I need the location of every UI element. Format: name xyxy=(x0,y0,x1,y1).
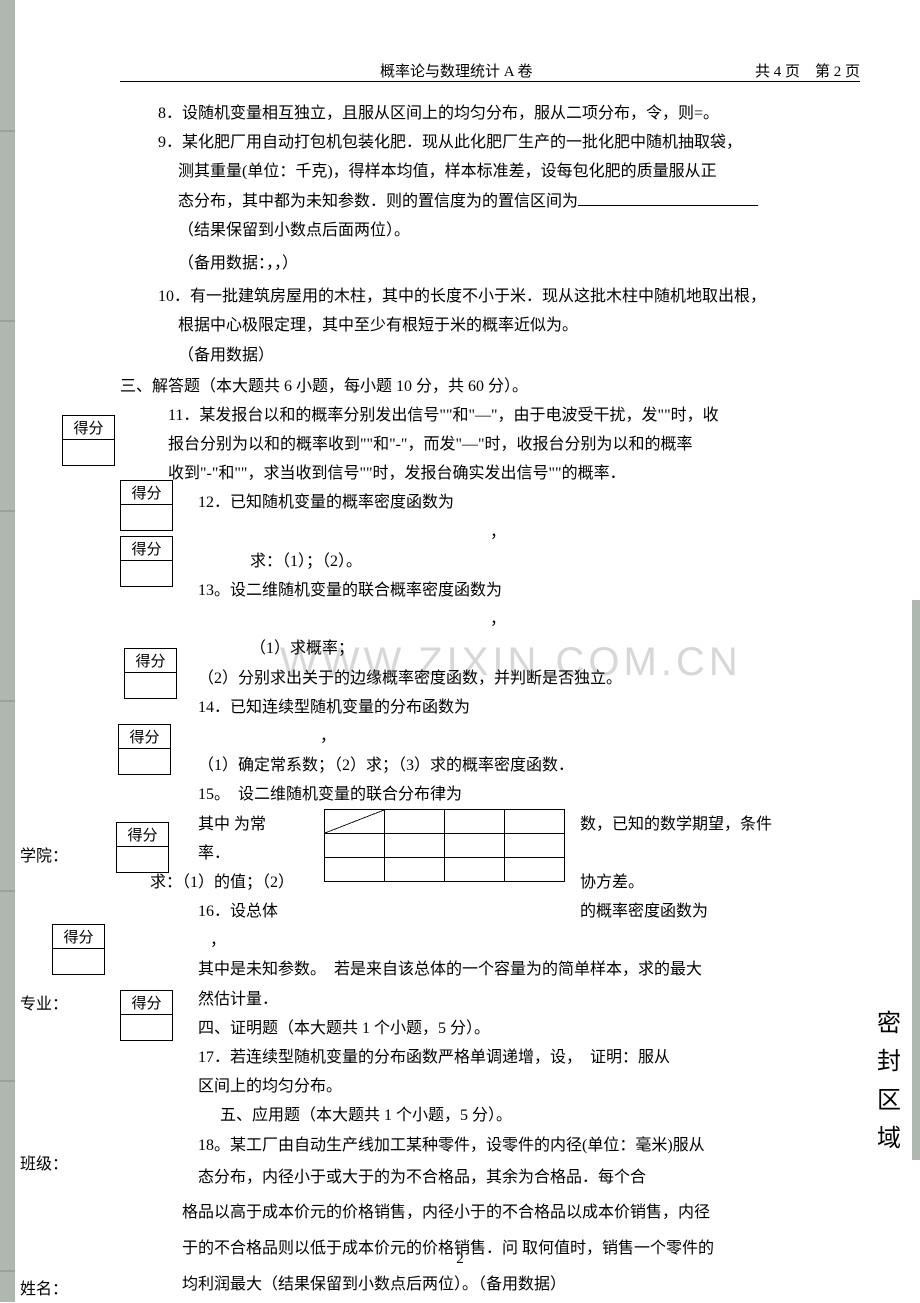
question-15-line2: 其中 为常 数，已知的数学期望，条件 xyxy=(120,811,840,838)
question-11-line2: 报台分别为以和的概率收到""和"-"，而发"—"时，收报台分别为以和的概率 xyxy=(120,431,840,458)
label-class: 班级： xyxy=(20,1150,68,1174)
page-header: 概率论与数理统计 A 卷 共 4 页 第 2 页 xyxy=(120,60,860,82)
question-9-line3-text: 态分布，其中都为未知参数．则的置信度为的置信区间为 xyxy=(178,193,578,210)
table-cell xyxy=(385,833,445,857)
question-13-line1: 13。设二维随机变量的联合概率密度函数为 xyxy=(120,577,840,604)
question-18-line1: 18。某工厂由自动生产线加工某种零件，设零件的内径(单位：毫米)服从 xyxy=(120,1132,840,1159)
question-16-comma: ， xyxy=(120,927,840,954)
section-4-title: 四、证明题（本大题共 1 个小题，5 分）。 xyxy=(120,1015,840,1042)
blank-underline[interactable] xyxy=(578,190,758,206)
label-college: 学院： xyxy=(20,842,68,866)
header-page-info: 共 4 页 第 2 页 xyxy=(755,60,860,81)
question-18-line2: 态分布，内径小于或大于的为不合格品，其余为合格品．每个合 xyxy=(120,1161,840,1195)
question-16-line1: 16．设总体 的概率密度函数为 xyxy=(120,898,840,925)
header-title: 概率论与数理统计 A 卷 xyxy=(380,60,533,81)
question-15-line2a: 其中 为常 xyxy=(198,816,266,833)
question-9-line5: （备用数据：，，） xyxy=(120,250,840,277)
question-18-line3: 格品以高于成本价元的价格销售，内径小于的不合格品以成本价销售，内径 xyxy=(120,1196,840,1230)
question-8: 8．设随机变量相互独立，且服从区间上的均匀分布，服从二项分布，令，则=。 xyxy=(120,100,840,127)
table-cell xyxy=(505,833,565,857)
seal-char: 密 xyxy=(874,1005,904,1043)
footer-page-number: 2 xyxy=(0,1251,920,1268)
score-cell[interactable] xyxy=(53,949,105,975)
question-17-line1: 17．若连续型随机变量的分布函数严格单调递增，设， 证明：服从 xyxy=(120,1044,840,1071)
question-15-line3: 求：（1）的值；（2） 协方差。 xyxy=(120,869,840,896)
score-cell[interactable] xyxy=(63,440,115,466)
question-12-line3: 求：（1）；（2）。 xyxy=(120,548,840,575)
question-17-line2: 区间上的均匀分布。 xyxy=(120,1073,840,1100)
table-header-diag xyxy=(325,809,385,833)
question-9-line1: 9．某化肥厂用自动打包机包装化肥．现从此化肥厂生产的一批化肥中随机抽取袋， xyxy=(120,129,840,156)
question-15-line3a: 求：（1）的值；（2） xyxy=(150,874,294,891)
question-9-line4: （结果保留到小数点后面两位）。 xyxy=(120,217,840,244)
question-11-line1: 11．某发报台以和的概率分别发出信号""和"—"，由于电波受干扰，发""时，收 xyxy=(120,402,840,429)
question-16-line3: 其中是未知参数。 若是来自该总体的一个容量为的简单样本，求的最大 xyxy=(120,956,840,983)
table-cell xyxy=(445,809,505,833)
question-13-line3: （1）求概率； xyxy=(120,635,840,662)
question-13-comma: ， xyxy=(120,606,840,633)
seal-char: 域 xyxy=(874,1120,904,1158)
question-14-comma: ， xyxy=(120,723,840,750)
question-10-line3: （备用数据） xyxy=(120,342,840,369)
question-12-line1: 12．已知随机变量的概率密度函数为 xyxy=(120,489,840,516)
question-12-comma: ， xyxy=(120,519,840,546)
question-9-line2: 测其重量(单位：千克)，得样本均值，样本标准差，设每包化肥的质量服从正 xyxy=(120,158,840,185)
section-3-title: 三、解答题（本大题共 6 小题，每小题 10 分，共 60 分）。 xyxy=(120,373,840,400)
score-label: 得分 xyxy=(63,416,115,440)
question-10-line2: 根据中心极限定理，其中至少有根短于米的概率近似为。 xyxy=(120,312,840,339)
question-16-line3b: 然估计量． xyxy=(120,986,840,1013)
question-16-line1a: 16．设总体 xyxy=(198,903,278,920)
left-ruler-strip xyxy=(0,0,15,1302)
score-label: 得分 xyxy=(53,925,105,949)
question-11-line3: 收到"-"和""，求当收到信号""时，发报台确实发出信号""的概率． xyxy=(120,460,840,487)
main-content: 8．设随机变量相互独立，且服从区间上的均匀分布，服从二项分布，令，则=。 9．某… xyxy=(120,100,840,1303)
table-cell xyxy=(445,833,505,857)
question-16-line1b: 的概率密度函数为 xyxy=(580,898,708,925)
question-15-line3b: 协方差。 xyxy=(580,869,644,896)
question-14-line1: 14．已知连续型随机变量的分布函数为 xyxy=(120,694,840,721)
question-10-line1: 10．有一批建筑房屋用的木柱，其中的长度不小于米．现从这批木柱中随机地取出根， xyxy=(120,283,840,310)
section-5-title: 五、应用题（本大题共 1 个小题，5 分）。 xyxy=(120,1102,840,1129)
question-15-line2b: 数，已知的数学期望，条件 xyxy=(580,811,772,838)
label-name: 姓名： xyxy=(20,1275,68,1299)
question-13-line4: （2）分别求出关于的边缘概率密度函数，并判断是否独立。 xyxy=(120,665,840,692)
question-14-line3: （1）确定常系数；（2）求；（3）求的概率密度函数． xyxy=(120,752,840,779)
table-cell xyxy=(325,833,385,857)
question-15-line1: 15。 设二维随机变量的联合分布律为 xyxy=(120,781,840,808)
question-18-line5: 均利润最大（结果保留到小数点后两位）。（备用数据） xyxy=(120,1268,840,1302)
seal-char: 区 xyxy=(874,1082,904,1120)
seal-region-label: 密 封 区 域 xyxy=(874,1005,904,1159)
table-cell xyxy=(505,809,565,833)
table-cell xyxy=(385,809,445,833)
score-box-q17: 得分 xyxy=(52,924,105,975)
score-box-q11: 得分 xyxy=(62,415,115,466)
question-9-line3: 态分布，其中都为未知参数．则的置信度为的置信区间为 xyxy=(120,188,840,215)
label-major: 专业： xyxy=(20,990,68,1014)
right-ruler-strip xyxy=(912,600,920,1160)
seal-char: 封 xyxy=(874,1043,904,1081)
